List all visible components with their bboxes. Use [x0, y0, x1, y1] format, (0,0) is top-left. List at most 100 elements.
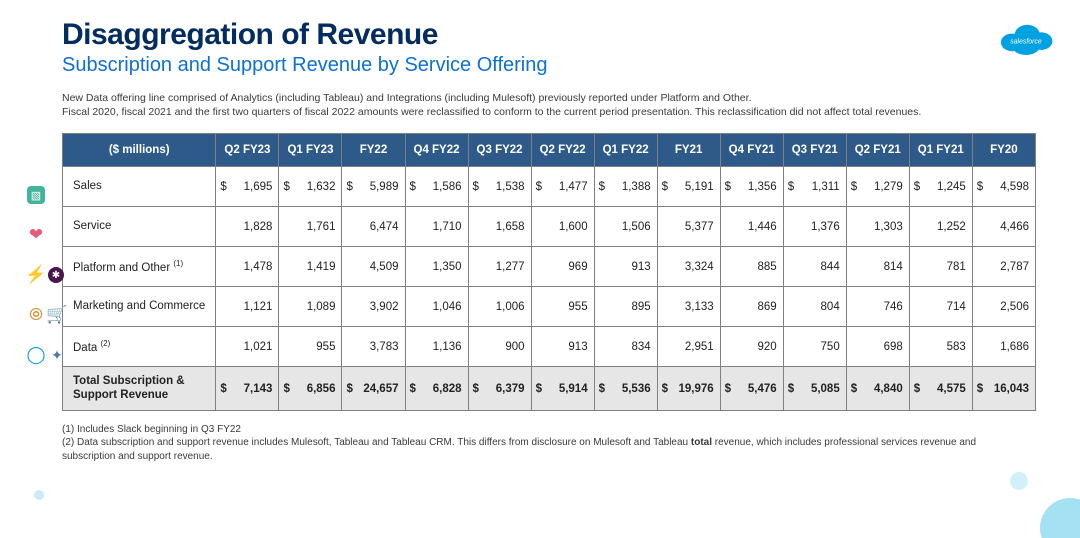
- table-cell: $16,043: [972, 367, 1035, 410]
- table-cell: 869: [720, 287, 783, 327]
- table-row: Marketing and Commerce1,1211,0893,9021,0…: [63, 287, 1036, 327]
- salesforce-logo-text: salesforce: [1010, 39, 1042, 46]
- table-cell: 3,902: [342, 287, 405, 327]
- table-cell: 969: [531, 247, 594, 287]
- table-row: Data (2)1,0219553,7831,1369009138342,951…: [63, 327, 1036, 367]
- table-row: Platform and Other (1)1,4781,4194,5091,3…: [63, 247, 1036, 287]
- reclassification-note: New Data offering line comprised of Anal…: [62, 91, 982, 119]
- column-header: FY20: [972, 134, 1035, 167]
- search-icon: ⦾: [27, 306, 45, 324]
- column-header: Q2 FY23: [216, 134, 279, 167]
- table-cell: $1,388: [594, 167, 657, 207]
- table-cell: 1,006: [468, 287, 531, 327]
- table-cell: $1,538: [468, 167, 531, 207]
- tableau-icon: ✦: [48, 346, 66, 364]
- icon-row: ❤: [18, 215, 66, 255]
- table-cell: $1,311: [783, 167, 846, 207]
- table-cell: 1,046: [405, 287, 468, 327]
- cart-icon: 🛒: [48, 306, 66, 324]
- table-cell: 955: [531, 287, 594, 327]
- sales-icon: ▧: [27, 186, 45, 204]
- table-cell: 2,506: [972, 287, 1035, 327]
- table-cell: $4,840: [846, 367, 909, 410]
- table-cell: 1,828: [216, 207, 279, 247]
- table-cell: 3,783: [342, 327, 405, 367]
- table-cell: $1,279: [846, 167, 909, 207]
- salesforce-logo: salesforce: [994, 16, 1058, 60]
- table-cell: $1,245: [909, 167, 972, 207]
- table-cell: 804: [783, 287, 846, 327]
- table-cell: 781: [909, 247, 972, 287]
- column-header: Q4 FY22: [405, 134, 468, 167]
- table-cell: 955: [279, 327, 342, 367]
- table-cell: 1,021: [216, 327, 279, 367]
- table-cell: $1,695: [216, 167, 279, 207]
- table-cell: 698: [846, 327, 909, 367]
- icon-row: ◯✦: [18, 335, 66, 375]
- page-title: Disaggregation of Revenue: [62, 18, 1040, 52]
- table-cell: 750: [783, 327, 846, 367]
- table-cell: 1,710: [405, 207, 468, 247]
- table-cell: 5,377: [657, 207, 720, 247]
- decorative-dot: [1010, 472, 1028, 490]
- decorative-dot: [1040, 498, 1080, 538]
- footnotes: (1) Includes Slack beginning in Q3 FY22(…: [62, 423, 1022, 464]
- table-cell: 1,303: [846, 207, 909, 247]
- table-cell: 1,376: [783, 207, 846, 247]
- table-cell: $5,914: [531, 367, 594, 410]
- table-cell: 1,506: [594, 207, 657, 247]
- table-cell: $1,356: [720, 167, 783, 207]
- table-cell: 1,761: [279, 207, 342, 247]
- table-cell: 1,252: [909, 207, 972, 247]
- table-cell: 746: [846, 287, 909, 327]
- icon-row: ⚡✱: [18, 255, 66, 295]
- table-cell: 913: [594, 247, 657, 287]
- table-cell: 1,121: [216, 287, 279, 327]
- table-cell: 1,600: [531, 207, 594, 247]
- table-cell: 1,089: [279, 287, 342, 327]
- icon-row: ▧: [18, 175, 66, 215]
- table-cell: 1,478: [216, 247, 279, 287]
- column-header: Q1 FY22: [594, 134, 657, 167]
- row-label: Service: [63, 207, 216, 247]
- table-cell: 3,324: [657, 247, 720, 287]
- column-header: Q1 FY23: [279, 134, 342, 167]
- table-cell: 6,474: [342, 207, 405, 247]
- row-label: Sales: [63, 167, 216, 207]
- table-cell: 834: [594, 327, 657, 367]
- row-icon-strip: ▧❤⚡✱⦾🛒◯✦: [18, 135, 66, 375]
- table-cell: 900: [468, 327, 531, 367]
- service-icon: ❤: [27, 226, 45, 244]
- icon-row: ⦾🛒: [18, 295, 66, 335]
- row-label-total: Total Subscription & Support Revenue: [63, 367, 216, 410]
- table-cell: 1,658: [468, 207, 531, 247]
- table-cell: $5,085: [783, 367, 846, 410]
- table-cell: $1,632: [279, 167, 342, 207]
- table-cell: $24,657: [342, 367, 405, 410]
- table-cell: $5,989: [342, 167, 405, 207]
- lightning-icon: ⚡: [27, 266, 45, 284]
- column-header: FY21: [657, 134, 720, 167]
- column-header: Q4 FY21: [720, 134, 783, 167]
- table-cell: 714: [909, 287, 972, 327]
- table-cell: 885: [720, 247, 783, 287]
- table-cell: 920: [720, 327, 783, 367]
- table-cell: 2,951: [657, 327, 720, 367]
- column-header: Q2 FY21: [846, 134, 909, 167]
- table-cell: 1,419: [279, 247, 342, 287]
- column-header: Q2 FY22: [531, 134, 594, 167]
- table-total-row: Total Subscription & Support Revenue$7,1…: [63, 367, 1036, 410]
- row-label: Platform and Other (1): [63, 247, 216, 287]
- row-label: Marketing and Commerce: [63, 287, 216, 327]
- table-cell: $4,575: [909, 367, 972, 410]
- column-header: Q3 FY21: [783, 134, 846, 167]
- row-label: Data (2): [63, 327, 216, 367]
- table-cell: $5,476: [720, 367, 783, 410]
- slack-icon: ✱: [48, 267, 64, 283]
- table-cell: 3,133: [657, 287, 720, 327]
- table-cell: 583: [909, 327, 972, 367]
- page-subtitle: Subscription and Support Revenue by Serv…: [62, 54, 1040, 77]
- table-cell: 1,277: [468, 247, 531, 287]
- table-row: Service1,8281,7616,4741,7101,6581,6001,5…: [63, 207, 1036, 247]
- table-cell: 895: [594, 287, 657, 327]
